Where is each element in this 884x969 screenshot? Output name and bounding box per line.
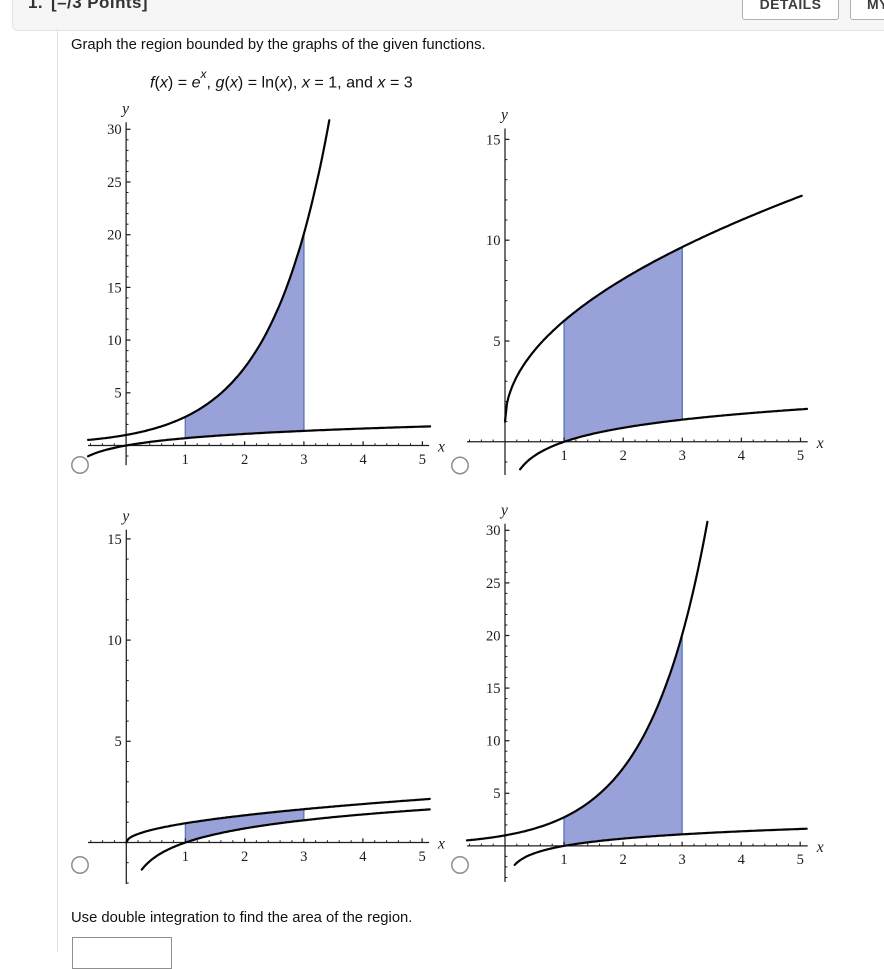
svg-text:5: 5: [797, 448, 804, 464]
svg-text:4: 4: [738, 852, 746, 868]
svg-text:5: 5: [797, 852, 804, 868]
svg-text:y: y: [120, 508, 129, 525]
svg-text:2: 2: [241, 849, 248, 865]
svg-text:x: x: [816, 435, 824, 452]
svg-text:3: 3: [678, 852, 685, 868]
svg-text:4: 4: [359, 452, 367, 468]
svg-text:5: 5: [493, 786, 500, 802]
svg-text:x: x: [816, 839, 824, 856]
svg-text:4: 4: [738, 448, 746, 464]
svg-text:y: y: [499, 502, 508, 519]
svg-text:3: 3: [679, 448, 686, 464]
svg-text:5: 5: [419, 452, 426, 468]
svg-text:10: 10: [486, 233, 501, 249]
svg-text:25: 25: [107, 175, 122, 191]
svg-text:20: 20: [107, 228, 122, 244]
svg-text:2: 2: [619, 852, 626, 868]
svg-text:30: 30: [486, 523, 501, 539]
svg-text:30: 30: [107, 122, 122, 138]
svg-text:4: 4: [359, 849, 367, 865]
svg-text:25: 25: [486, 576, 501, 592]
svg-text:15: 15: [486, 681, 501, 697]
svg-text:15: 15: [486, 132, 501, 148]
svg-text:x: x: [437, 836, 445, 853]
svg-text:1: 1: [182, 849, 189, 865]
svg-text:3: 3: [300, 452, 307, 468]
svg-text:15: 15: [107, 280, 122, 296]
svg-text:1: 1: [182, 452, 189, 468]
svg-text:10: 10: [107, 333, 122, 349]
svg-text:2: 2: [241, 452, 248, 468]
svg-text:10: 10: [107, 633, 122, 649]
svg-text:3: 3: [300, 849, 307, 865]
svg-text:2: 2: [620, 448, 627, 464]
svg-text:1: 1: [560, 852, 567, 868]
svg-text:x: x: [437, 439, 445, 456]
svg-text:5: 5: [493, 334, 500, 350]
svg-text:y: y: [120, 100, 129, 117]
svg-text:5: 5: [114, 386, 121, 402]
svg-text:y: y: [499, 107, 508, 124]
svg-text:20: 20: [486, 628, 501, 644]
svg-text:5: 5: [418, 849, 425, 865]
svg-text:15: 15: [107, 532, 122, 548]
svg-text:10: 10: [486, 734, 501, 750]
svg-text:1: 1: [560, 448, 567, 464]
svg-text:5: 5: [115, 734, 122, 750]
